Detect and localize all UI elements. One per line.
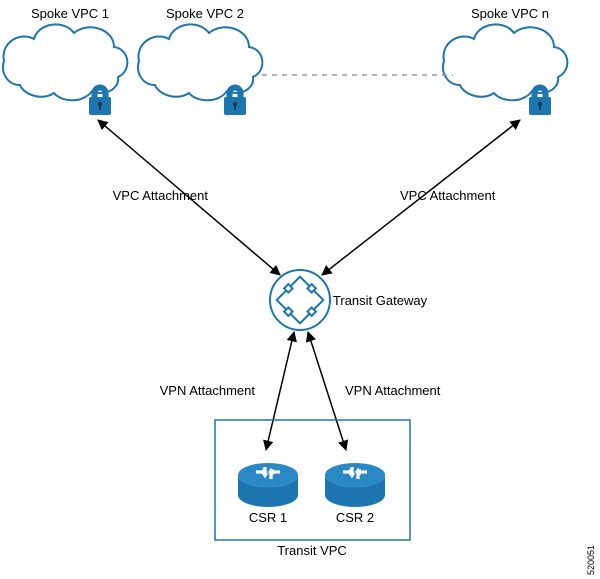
cloud-vpc2 (138, 24, 262, 115)
vpc-attachment-label-2: VPC Attachment (400, 188, 496, 203)
label-csr1: CSR 1 (249, 510, 287, 525)
vpc-attachment-label-1: VPC Attachment (113, 188, 209, 203)
vpn-attachment-label-1: VPN Attachment (160, 383, 256, 398)
transit-gateway-label: Transit Gateway (333, 293, 428, 308)
label-vpc2: Spoke VPC 2 (166, 6, 244, 21)
lock-icon (529, 86, 551, 115)
vpn-attachment-arrow-1 (266, 332, 294, 450)
cloud-vpc1 (3, 24, 127, 115)
vpn-attachment-label-2: VPN Attachment (345, 383, 441, 398)
transit-gateway-icon (270, 270, 330, 330)
lock-icon (224, 86, 246, 115)
label-vpc1: Spoke VPC 1 (31, 6, 109, 21)
router-csr1 (238, 463, 298, 507)
diagram-canvas: Spoke VPC 1 Spoke VPC 2 Spoke VPC n VPC Att… (0, 0, 600, 579)
label-vpcn: Spoke VPC n (471, 6, 549, 21)
router-csr2 (325, 463, 385, 507)
vpn-attachment-arrow-2 (308, 332, 346, 450)
cloud-vpcn (443, 24, 567, 115)
label-csr2: CSR 2 (336, 510, 374, 525)
figure-id: 520051 (586, 545, 596, 575)
transit-vpc-label: Transit VPC (277, 543, 347, 558)
lock-icon (89, 86, 111, 115)
